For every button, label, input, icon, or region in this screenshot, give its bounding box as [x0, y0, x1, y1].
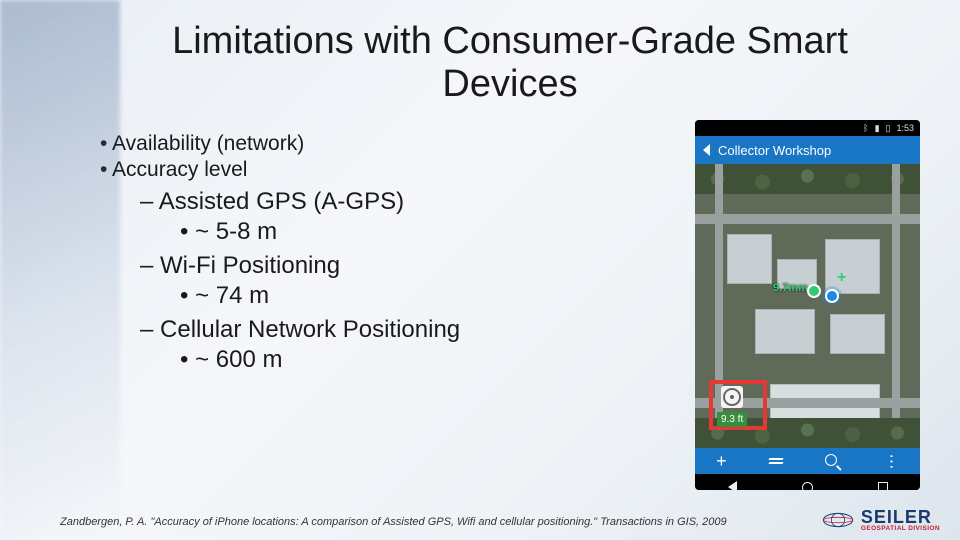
- bullet-accuracy: Accuracy level: [100, 158, 570, 182]
- battery-icon: ▯: [886, 123, 891, 134]
- slide: Limitations with Consumer-Grade Smart De…: [0, 0, 960, 540]
- map-plus-icon[interactable]: +: [837, 269, 846, 287]
- road-horizontal-top: [695, 214, 920, 224]
- sub-cellular: Cellular Network Positioning: [140, 316, 570, 344]
- building: [830, 314, 885, 354]
- more-icon[interactable]: ⋯: [881, 454, 901, 469]
- map-view[interactable]: 9.7mm + 9.3 ft: [695, 164, 920, 448]
- accuracy-badge: 9.3 ft: [717, 412, 747, 427]
- citation-text: Zandbergen, P. A. "Accuracy of iPhone lo…: [60, 516, 727, 528]
- nav-recent-icon[interactable]: [878, 482, 888, 490]
- map-marker-blue[interactable]: [825, 289, 839, 303]
- logo-text-block: SEILER GEOSPATIAL DIVISION: [861, 508, 940, 533]
- content-body: Availability (network) Accuracy level As…: [100, 130, 570, 380]
- nav-home-icon[interactable]: [802, 482, 813, 491]
- building: [755, 309, 815, 354]
- logo-subtitle: GEOSPATIAL DIVISION: [861, 526, 940, 533]
- seiler-logo: SEILER GEOSPATIAL DIVISION: [821, 508, 940, 533]
- status-time: 1:53: [896, 123, 914, 133]
- phone-screenshot: ᛒ ▮ ▯ 1:53 Collector Workshop 9.7mm +: [695, 120, 920, 490]
- slide-title: Limitations with Consumer-Grade Smart De…: [120, 20, 900, 106]
- locate-button[interactable]: [721, 386, 743, 408]
- building: [727, 234, 772, 284]
- building: [825, 239, 880, 294]
- title-text: Limitations with Consumer-Grade Smart De…: [172, 20, 848, 105]
- sub-wifi: Wi-Fi Positioning: [140, 252, 570, 280]
- bullet-availability: Availability (network): [100, 132, 570, 156]
- map-marker-green[interactable]: [807, 284, 821, 298]
- tree-band-top: [695, 164, 920, 194]
- add-icon[interactable]: +: [716, 451, 727, 472]
- app-title: Collector Workshop: [718, 143, 831, 158]
- map-measurement-label: 9.7mm: [773, 282, 808, 294]
- android-status-bar: ᛒ ▮ ▯ 1:53: [695, 120, 920, 136]
- sub-agps: Assisted GPS (A-GPS): [140, 188, 570, 216]
- logo-name: SEILER: [861, 508, 940, 526]
- android-nav-bar: [695, 474, 920, 490]
- val-agps: ~ 5-8 m: [180, 218, 570, 246]
- val-cellular: ~ 600 m: [180, 346, 570, 374]
- signal-icon: ▮: [875, 123, 880, 134]
- logo-globe-icon: [821, 510, 855, 530]
- app-bar: Collector Workshop: [695, 136, 920, 164]
- layers-icon[interactable]: [769, 458, 783, 464]
- back-icon[interactable]: [703, 144, 710, 156]
- nav-back-icon[interactable]: [728, 481, 737, 490]
- val-wifi: ~ 74 m: [180, 282, 570, 310]
- bluetooth-icon: ᛒ: [863, 123, 868, 133]
- app-bottom-bar: + ⋯: [695, 448, 920, 474]
- search-icon[interactable]: [825, 453, 841, 469]
